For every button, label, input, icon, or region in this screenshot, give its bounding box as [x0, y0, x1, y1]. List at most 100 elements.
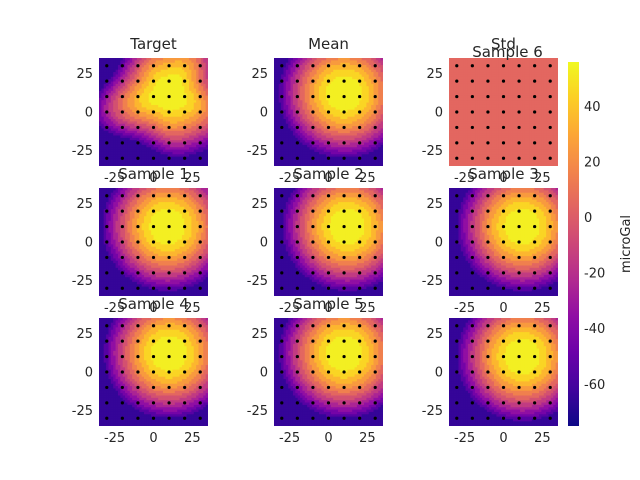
sample-point	[342, 401, 346, 405]
panel-subtitle: Sample 6	[472, 43, 543, 61]
sample-point	[342, 125, 346, 130]
x-tick-label: 25	[184, 171, 201, 186]
sample-point	[183, 370, 187, 374]
sample-point	[342, 194, 346, 198]
sample-point	[198, 240, 202, 244]
sample-point	[358, 94, 362, 99]
sample-point	[358, 156, 362, 160]
sample-point	[167, 224, 171, 229]
sample-point	[501, 94, 506, 99]
sample-point	[501, 79, 506, 83]
sample-point	[533, 354, 537, 359]
sample-point	[517, 156, 521, 160]
sample-point	[373, 240, 377, 244]
contour-field	[274, 188, 383, 296]
sample-point	[183, 271, 187, 275]
sample-point	[486, 125, 490, 130]
sample-point	[342, 141, 346, 145]
sample-point	[311, 416, 315, 420]
sample-point	[455, 401, 459, 405]
y-tick-label: -25	[422, 404, 443, 419]
sample-point	[501, 64, 506, 68]
sample-point	[105, 94, 109, 99]
sample-point	[358, 385, 362, 390]
sample-point	[151, 385, 156, 390]
y-tick-label: 0	[85, 236, 93, 251]
sample-point	[517, 255, 521, 260]
sample-point	[533, 156, 537, 160]
sample-point	[358, 271, 362, 275]
sample-point	[548, 354, 552, 359]
sample-point	[470, 354, 474, 359]
y-tick-label: -25	[72, 274, 93, 289]
sample-point	[548, 370, 552, 374]
panel-title: Sample 1	[118, 165, 189, 183]
sample-point	[342, 339, 346, 343]
sample-point	[167, 324, 171, 328]
sample-point	[342, 110, 346, 114]
y-tick-label: 25	[76, 197, 93, 212]
sample-point	[280, 64, 284, 68]
sample-point	[151, 64, 156, 68]
sample-point	[167, 156, 171, 160]
sample-point	[548, 194, 552, 198]
sample-point	[105, 156, 109, 160]
sample-point	[326, 416, 331, 420]
sample-point	[105, 354, 109, 359]
sample-point	[517, 79, 521, 83]
x-tick-label: 0	[499, 431, 507, 446]
colorbar-tick-label: 20	[584, 156, 601, 171]
sample-point	[358, 110, 362, 114]
y-tick-label: 0	[85, 106, 93, 121]
sample-point	[280, 271, 284, 275]
sample-point	[501, 370, 506, 374]
sample-point	[548, 240, 552, 244]
sample-point	[136, 324, 140, 328]
sample-point	[183, 385, 187, 390]
sample-point	[533, 324, 537, 328]
sample-point	[151, 416, 156, 420]
sample-points	[105, 324, 202, 420]
sample-point	[533, 401, 537, 405]
sample-point	[167, 271, 171, 275]
sample-point	[151, 286, 156, 290]
sample-point	[198, 416, 202, 420]
sample-point	[373, 401, 377, 405]
sample-point	[326, 240, 331, 244]
sample-point	[311, 255, 315, 260]
sample-point	[183, 125, 187, 130]
sample-point	[295, 271, 299, 275]
sample-point	[136, 110, 140, 114]
sample-point	[486, 209, 490, 213]
sample-point	[501, 401, 506, 405]
sample-point	[501, 194, 506, 198]
y-tick-label: 25	[426, 67, 443, 82]
x-tick-label: -25	[279, 301, 300, 316]
sample-point	[280, 156, 284, 160]
y-tick-label: -25	[422, 274, 443, 289]
x-tick-label: 25	[359, 301, 376, 316]
sample-point	[136, 255, 140, 260]
sample-point	[326, 125, 331, 130]
y-tick-label: 0	[435, 366, 443, 381]
sample-point	[470, 64, 474, 68]
sample-point	[295, 156, 299, 160]
sample-point	[167, 401, 171, 405]
sample-point	[198, 255, 202, 260]
sample-point	[486, 324, 490, 328]
sample-point	[326, 354, 331, 359]
sample-point	[295, 209, 299, 213]
sample-point	[120, 79, 124, 83]
sample-point	[455, 94, 459, 99]
sample-point	[517, 370, 521, 374]
panel-panel-9: 25 0 -25 -25 0 25	[422, 318, 558, 446]
sample-point	[326, 255, 331, 260]
sample-point	[280, 194, 284, 198]
sample-point	[120, 324, 124, 328]
sample-point	[533, 416, 537, 420]
sample-point	[198, 370, 202, 374]
sample-point	[470, 224, 474, 229]
sample-point	[311, 339, 315, 343]
